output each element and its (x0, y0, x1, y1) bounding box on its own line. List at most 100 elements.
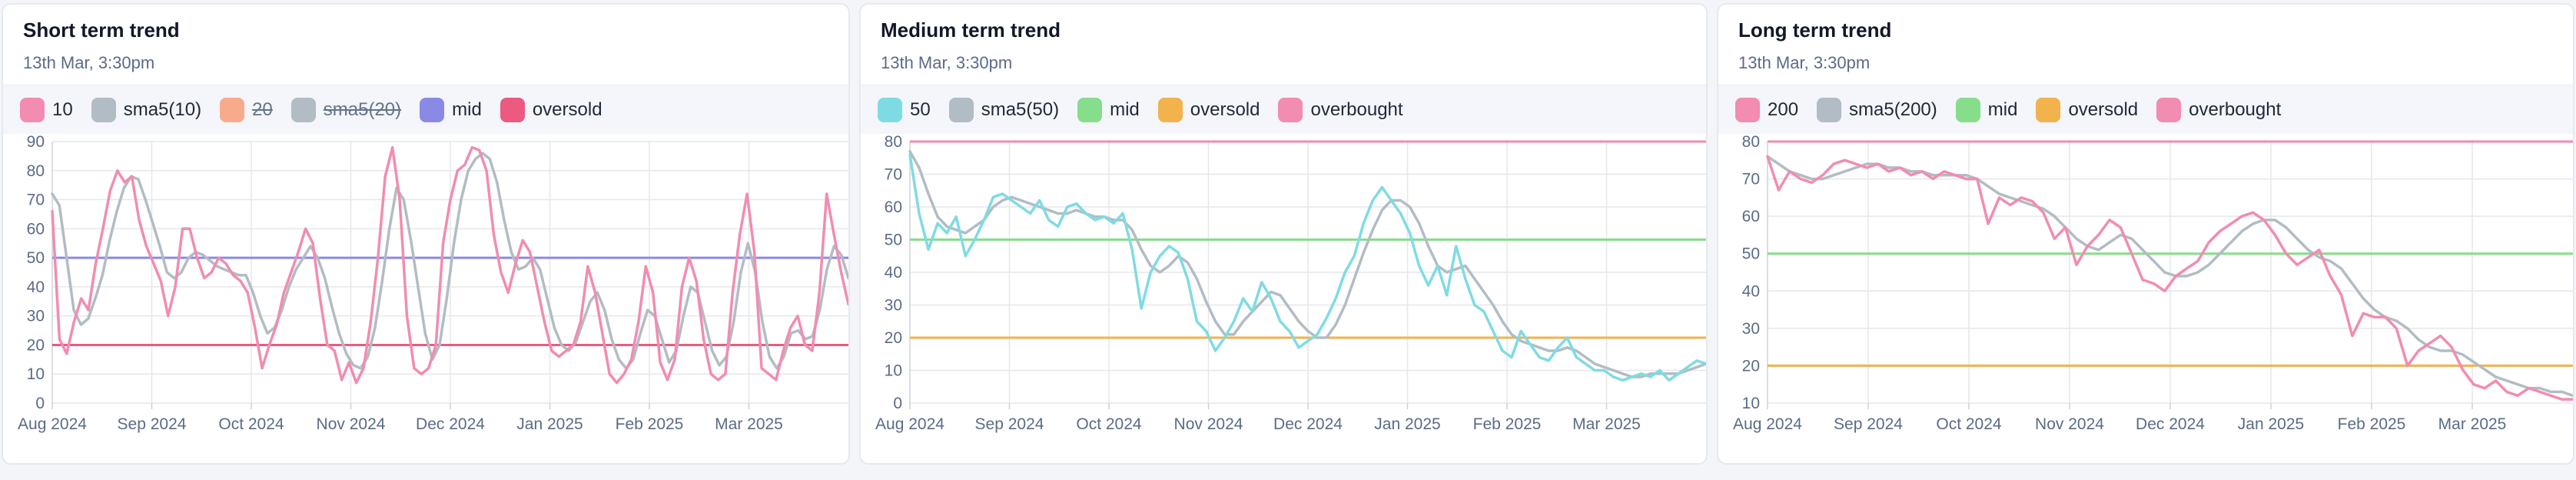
y-tick-label: 10 (1742, 395, 1760, 412)
legend-label: sma5(20) (323, 98, 402, 120)
y-tick-label: 0 (35, 395, 45, 412)
legend-swatch (1955, 97, 1980, 122)
x-tick-label: Mar 2025 (1572, 415, 1641, 433)
legend-label: sma5(10) (123, 98, 202, 120)
card-timestamp: 13th Mar, 3:30pm (23, 53, 155, 72)
legend-label: mid (452, 98, 482, 120)
y-tick-label: 60 (885, 198, 902, 216)
y-tick-label: 20 (1742, 357, 1760, 375)
long-term-trend-card: Long term trend 13th Mar, 3:30pm 200 sma5… (1717, 3, 2574, 465)
legend-item[interactable]: mid (1955, 97, 2018, 122)
legend-label: mid (1987, 98, 2018, 120)
x-tick-label: Feb 2025 (1473, 415, 1542, 433)
y-tick-label: 50 (1742, 245, 1760, 263)
card-timestamp: 13th Mar, 3:30pm (881, 53, 1013, 72)
x-tick-label: Sep 2024 (118, 415, 187, 433)
legend-item[interactable]: overbought (2156, 97, 2282, 122)
legend-label: oversold (2068, 98, 2139, 120)
legend-item[interactable]: sma5(20) (290, 97, 402, 122)
x-tick-label: Dec 2024 (2136, 415, 2205, 433)
legend-label: 10 (52, 98, 73, 120)
y-tick-label: 60 (27, 220, 45, 238)
legend-swatch (500, 97, 525, 122)
legend-item[interactable]: oversold (500, 97, 603, 122)
x-tick-label: Aug 2024 (875, 415, 944, 433)
legend-swatch (948, 97, 974, 122)
legend-swatch (20, 97, 45, 122)
x-tick-label: Nov 2024 (1174, 415, 1243, 433)
chart-legend: 50 sma5(50) mid oversold overbought (861, 85, 1706, 134)
legend-label: mid (1110, 98, 1140, 120)
y-tick-label: 80 (1742, 134, 1760, 151)
legend-item[interactable]: 20 (220, 97, 273, 122)
card-timestamp: 13th Mar, 3:30pm (1738, 53, 1871, 72)
x-tick-label: Sep 2024 (1834, 415, 1903, 433)
y-tick-label: 70 (27, 192, 45, 209)
x-tick-label: Oct 2024 (1076, 415, 1142, 433)
y-tick-label: 10 (27, 365, 45, 383)
legend-item[interactable]: oversold (1157, 97, 1260, 122)
short-term-chart: 0 10 20 30 40 50 60 70 80 90 Aug 2024 Sep 2024 Oct 2… (18, 134, 848, 433)
card-title: Short term trend (23, 18, 180, 42)
series-line-10 (51, 145, 848, 385)
x-tick-label: Feb 2025 (2338, 415, 2406, 433)
legend-label: overbought (2189, 98, 2282, 120)
y-tick-label: 40 (1742, 282, 1760, 300)
y-tick-label: 50 (27, 249, 45, 267)
legend-swatch (878, 97, 902, 122)
long-term-chart: 10 20 30 40 50 60 70 80 Aug 2024 Sep 2024 Oct 2024… (1733, 134, 2573, 433)
y-tick-label: 80 (885, 134, 902, 151)
legend-item[interactable]: mid (1077, 97, 1140, 122)
legend-label: sma5(50) (981, 98, 1060, 120)
legend-item[interactable]: 50 (878, 97, 931, 122)
card-title: Medium term trend (881, 18, 1061, 42)
series-line-sma5-10- (51, 152, 848, 370)
legend-item[interactable]: oversold (2036, 97, 2139, 122)
x-tick-label: Nov 2024 (317, 415, 386, 433)
y-tick-label: 20 (885, 329, 902, 347)
x-tick-label: Jan 2025 (516, 415, 583, 433)
x-tick-label: Oct 2024 (218, 415, 284, 433)
legend-item[interactable]: sma5(200) (1817, 97, 1937, 122)
chart-legend: 10 sma5(10) 20 sma5(20) mid oversold (3, 85, 848, 134)
legend-item[interactable]: mid (420, 97, 482, 122)
y-tick-label: 10 (885, 362, 902, 380)
y-tick-label: 60 (1742, 208, 1760, 225)
y-tick-label: 90 (27, 134, 45, 151)
card-header: Short term trend 13th Mar, 3:30pm (3, 5, 848, 85)
legend-item[interactable]: sma5(50) (948, 97, 1060, 122)
x-tick-label: Dec 2024 (1273, 415, 1343, 433)
y-tick-label: 70 (1742, 171, 1760, 188)
legend-swatch (1278, 97, 1303, 122)
legend-swatch (290, 97, 316, 122)
x-tick-label: Nov 2024 (2035, 415, 2104, 433)
legend-label: sma5(200) (1849, 98, 1937, 120)
legend-item[interactable]: overbought (1278, 97, 1403, 122)
series-line-50 (908, 153, 1706, 382)
legend-label: oversold (532, 98, 603, 120)
legend-swatch (2156, 97, 2182, 122)
legend-label: oversold (1190, 98, 1260, 120)
x-tick-label: Aug 2024 (1733, 415, 1802, 433)
x-tick-label: Dec 2024 (416, 415, 485, 433)
y-tick-label: 40 (885, 264, 902, 282)
card-title: Long term trend (1738, 18, 1892, 42)
y-tick-label: 80 (27, 162, 45, 180)
card-header: Long term trend 13th Mar, 3:30pm (1718, 5, 2573, 85)
y-tick-label: 0 (893, 395, 902, 412)
y-tick-label: 40 (27, 278, 45, 296)
legend-swatch (1817, 97, 1842, 122)
chart-legend: 200 sma5(200) mid oversold overbought (1718, 85, 2573, 134)
x-tick-label: Oct 2024 (1936, 415, 2002, 433)
legend-item[interactable]: sma5(10) (91, 97, 202, 122)
legend-label: 200 (1768, 98, 1799, 120)
medium-term-chart: 0 10 20 30 40 50 60 70 80 Aug 2024 Sep 2024 Oct 202… (875, 134, 1706, 433)
legend-item[interactable]: 200 (1735, 97, 1799, 122)
legend-swatch (1077, 97, 1103, 122)
y-tick-label: 30 (27, 308, 45, 325)
legend-item[interactable]: 10 (20, 97, 73, 122)
x-tick-label: Aug 2024 (18, 415, 87, 433)
y-tick-label: 50 (885, 232, 902, 249)
legend-swatch (1735, 97, 1760, 122)
x-tick-label: Mar 2025 (2438, 415, 2507, 433)
